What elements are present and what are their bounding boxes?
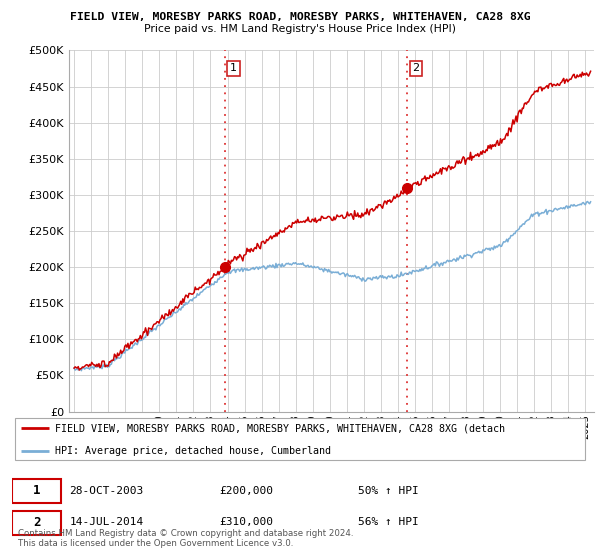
Text: 50% ↑ HPI: 50% ↑ HPI	[358, 486, 418, 496]
Text: 2: 2	[412, 63, 419, 73]
Text: HPI: Average price, detached house, Cumberland: HPI: Average price, detached house, Cumb…	[55, 446, 331, 455]
Text: 56% ↑ HPI: 56% ↑ HPI	[358, 517, 418, 528]
FancyBboxPatch shape	[12, 511, 61, 535]
FancyBboxPatch shape	[12, 479, 61, 503]
FancyBboxPatch shape	[15, 418, 585, 460]
Text: £310,000: £310,000	[220, 517, 274, 528]
Text: £200,000: £200,000	[220, 486, 274, 496]
Text: FIELD VIEW, MORESBY PARKS ROAD, MORESBY PARKS, WHITEHAVEN, CA28 8XG (detach: FIELD VIEW, MORESBY PARKS ROAD, MORESBY …	[55, 423, 505, 433]
Text: Price paid vs. HM Land Registry's House Price Index (HPI): Price paid vs. HM Land Registry's House …	[144, 24, 456, 34]
Text: FIELD VIEW, MORESBY PARKS ROAD, MORESBY PARKS, WHITEHAVEN, CA28 8XG: FIELD VIEW, MORESBY PARKS ROAD, MORESBY …	[70, 12, 530, 22]
Text: 14-JUL-2014: 14-JUL-2014	[70, 517, 144, 528]
Text: 2: 2	[33, 516, 41, 529]
Text: 28-OCT-2003: 28-OCT-2003	[70, 486, 144, 496]
Text: Contains HM Land Registry data © Crown copyright and database right 2024.
This d: Contains HM Land Registry data © Crown c…	[18, 529, 353, 548]
Text: 1: 1	[33, 484, 41, 497]
Text: 1: 1	[230, 63, 237, 73]
